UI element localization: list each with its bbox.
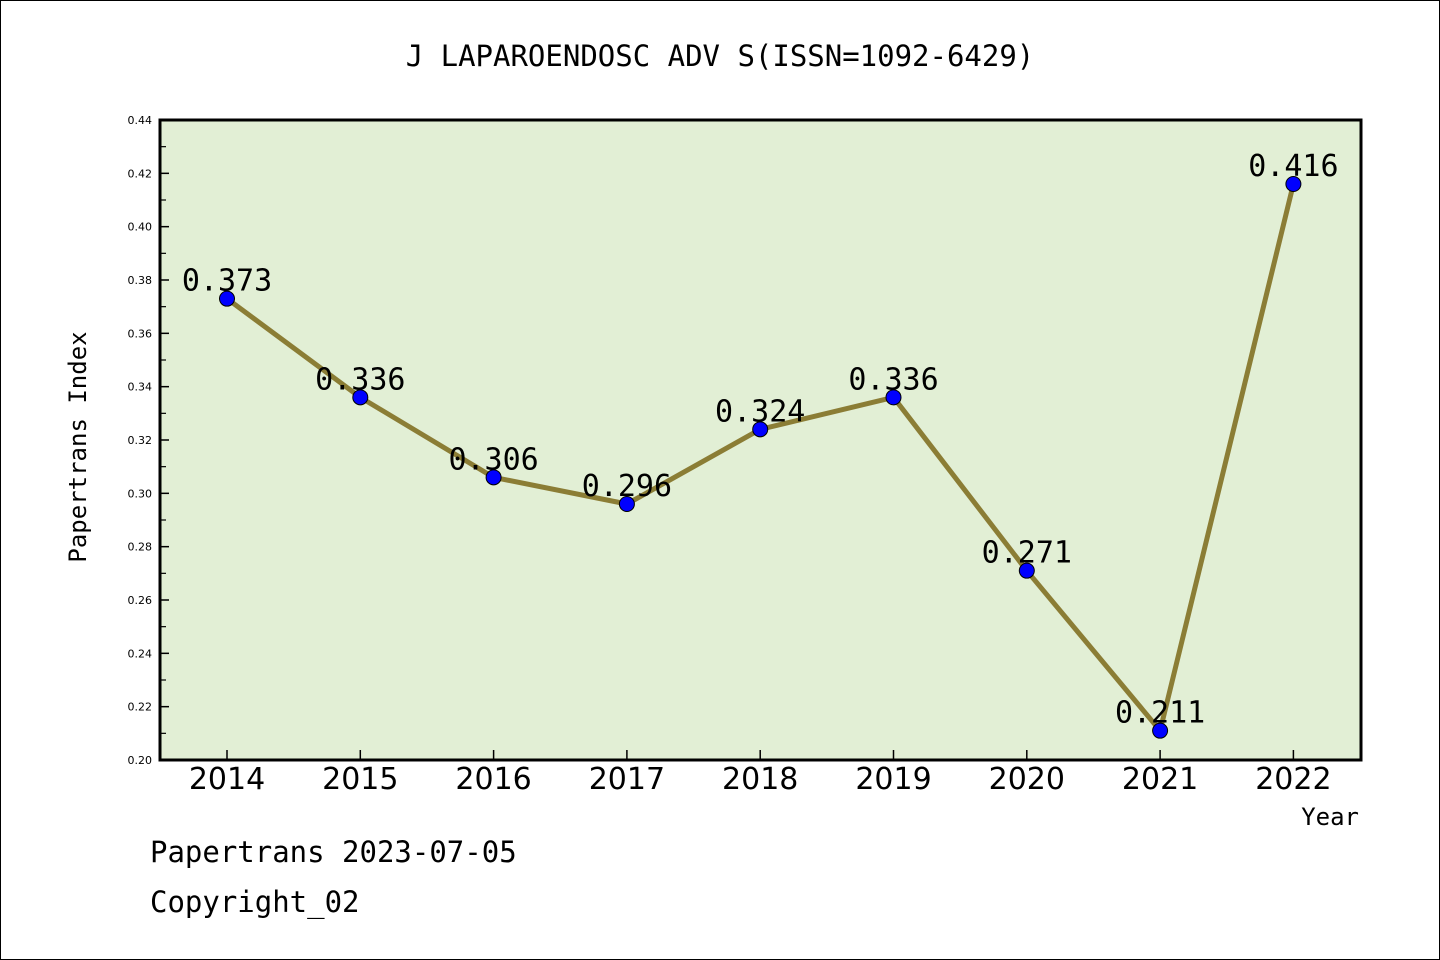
data-labels: 0.373 0.336 0.306 0.296 0.324 0.336 0.271 0.211… — [182, 149, 1339, 731]
y-tick-label: 0.24 — [128, 647, 153, 660]
y-tick-label: 0.32 — [128, 434, 153, 447]
x-axis-ticks — [226, 750, 1295, 760]
x-tick-label: 2022 — [1255, 762, 1331, 797]
data-label: 0.336 — [848, 362, 938, 397]
plot-area — [158, 118, 1363, 762]
data-point — [219, 290, 235, 307]
y-axis-ticks — [160, 119, 169, 761]
x-tick-label: 2021 — [1122, 762, 1198, 797]
data-label: 0.336 — [315, 362, 405, 397]
x-tick-label: 2016 — [455, 762, 531, 797]
data-point — [752, 421, 769, 438]
y-tick-label: 0.20 — [128, 754, 153, 767]
chart-title: J LAPAROENDOSC ADV S(ISSN=1092-6429) — [406, 39, 1035, 73]
data-point — [1285, 176, 1302, 192]
data-label: 0.324 — [715, 394, 805, 429]
y-tick-label: 0.38 — [128, 274, 153, 287]
y-tick-label: 0.42 — [128, 167, 153, 180]
x-tick-label: 2014 — [189, 762, 265, 797]
data-label: 0.416 — [1248, 149, 1338, 184]
x-tick-label: 2017 — [589, 762, 665, 797]
data-point — [618, 496, 635, 512]
data-point — [485, 469, 502, 486]
data-point — [1152, 722, 1169, 739]
x-tick-label: 2015 — [322, 762, 398, 797]
x-tick-label: 2020 — [989, 762, 1065, 797]
y-tick-label: 0.36 — [128, 327, 153, 340]
data-point — [352, 389, 369, 406]
footer-source: Papertrans 2023-07-05 — [150, 835, 517, 869]
data-point — [1018, 562, 1035, 579]
x-tick-label: 2019 — [855, 762, 931, 797]
footer-copyright: Copyright_02 — [150, 885, 360, 919]
x-axis-label: Year — [1301, 803, 1359, 831]
y-axis-label: Papertrans Index — [64, 331, 92, 562]
y-axis-tick-labels: 0.20 0.22 0.24 0.26 0.28 0.30 0.32 0.34 0.36 0.38… — [128, 114, 153, 767]
data-label: 0.306 — [448, 442, 538, 477]
x-axis-tick-labels: 2014 2015 2016 2017 2018 2019 2020 2021 2022 — [189, 762, 1332, 797]
data-label: 0.296 — [582, 469, 672, 504]
y-tick-label: 0.40 — [128, 221, 153, 234]
data-point — [885, 389, 902, 406]
data-label: 0.373 — [182, 264, 272, 299]
y-tick-label: 0.26 — [128, 594, 153, 607]
y-tick-label: 0.28 — [128, 541, 153, 554]
x-tick-label: 2018 — [722, 762, 798, 797]
y-tick-label: 0.44 — [128, 114, 153, 127]
y-tick-label: 0.30 — [128, 487, 153, 500]
data-label: 0.271 — [982, 536, 1072, 571]
y-tick-label: 0.34 — [128, 381, 153, 394]
data-label: 0.211 — [1115, 696, 1205, 731]
y-tick-label: 0.22 — [128, 701, 153, 714]
data-markers — [219, 176, 1302, 739]
